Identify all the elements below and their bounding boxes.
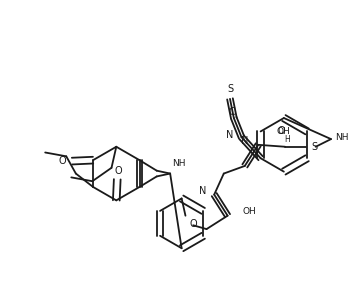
Text: O: O bbox=[189, 219, 197, 229]
Text: N: N bbox=[227, 130, 234, 140]
Text: S: S bbox=[312, 142, 318, 152]
Text: O: O bbox=[114, 166, 122, 176]
Text: C: C bbox=[229, 107, 235, 117]
Text: O: O bbox=[59, 156, 66, 166]
Text: OH: OH bbox=[276, 127, 290, 136]
Text: OH: OH bbox=[243, 207, 257, 216]
Text: S: S bbox=[227, 84, 233, 94]
Text: H: H bbox=[284, 135, 290, 144]
Text: O: O bbox=[277, 126, 285, 136]
Text: N: N bbox=[199, 186, 207, 196]
Text: N: N bbox=[241, 136, 249, 146]
Text: NH: NH bbox=[335, 133, 348, 142]
Text: NH: NH bbox=[172, 160, 186, 168]
